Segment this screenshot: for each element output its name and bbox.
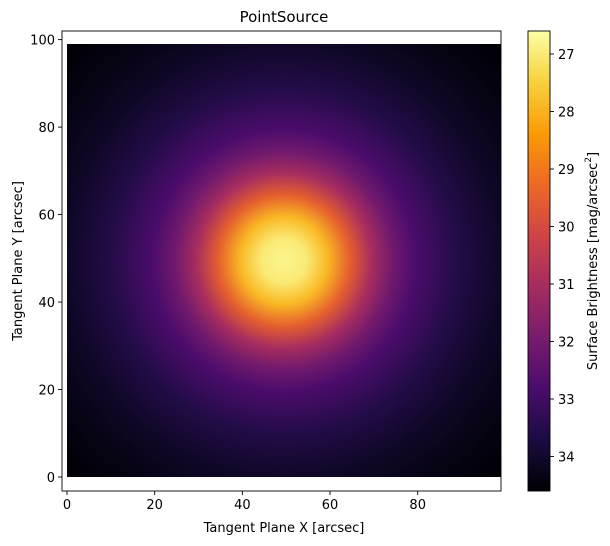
colorbar-tick-label: 27 xyxy=(558,48,575,63)
x-tick-label: 20 xyxy=(146,498,163,513)
colorbar xyxy=(527,30,551,492)
x-tick-label: 40 xyxy=(234,498,251,513)
colorbar-tick-label: 32 xyxy=(558,336,575,351)
colorbar-label: Surface Brightness [mag/arcsec2] xyxy=(584,152,601,370)
colorbar-tick-label: 30 xyxy=(558,221,575,236)
y-tick-label: 0 xyxy=(47,471,55,486)
y-axis-ticks: 0 20 40 60 80 100 xyxy=(30,34,62,486)
colorbar-label-superscript: 2 xyxy=(584,157,594,163)
colorbar-ticks: 27 28 29 30 31 32 33 34 xyxy=(550,48,575,466)
colorbar-tick-label: 33 xyxy=(558,393,575,408)
x-tick-label: 80 xyxy=(409,498,426,513)
colorbar-tick-label: 28 xyxy=(558,106,575,121)
y-tick-label: 20 xyxy=(38,384,55,399)
colorbar-tick-label: 31 xyxy=(558,278,575,293)
colorbar-label-end: ] xyxy=(586,152,601,157)
x-tick-label: 60 xyxy=(322,498,339,513)
y-tick-label: 100 xyxy=(30,34,55,49)
plot-area-frame xyxy=(61,30,502,492)
heatmap-image xyxy=(67,44,501,477)
x-axis-label: Tangent Plane X [arcsec] xyxy=(203,521,365,536)
colorbar-label-text: Surface Brightness [mag/arcsec xyxy=(586,163,601,370)
colorbar-tick-label: 34 xyxy=(558,451,575,466)
y-tick-label: 40 xyxy=(38,296,55,311)
colorbar-tick-label: 29 xyxy=(558,163,575,178)
y-tick-label: 60 xyxy=(38,209,55,224)
x-axis-ticks: 0 20 40 60 80 xyxy=(63,491,426,513)
y-axis-label: Tangent Plane Y [arcsec] xyxy=(11,181,26,342)
y-tick-label: 80 xyxy=(38,121,55,136)
chart-title: PointSource xyxy=(240,8,329,26)
x-tick-label: 0 xyxy=(63,498,71,513)
